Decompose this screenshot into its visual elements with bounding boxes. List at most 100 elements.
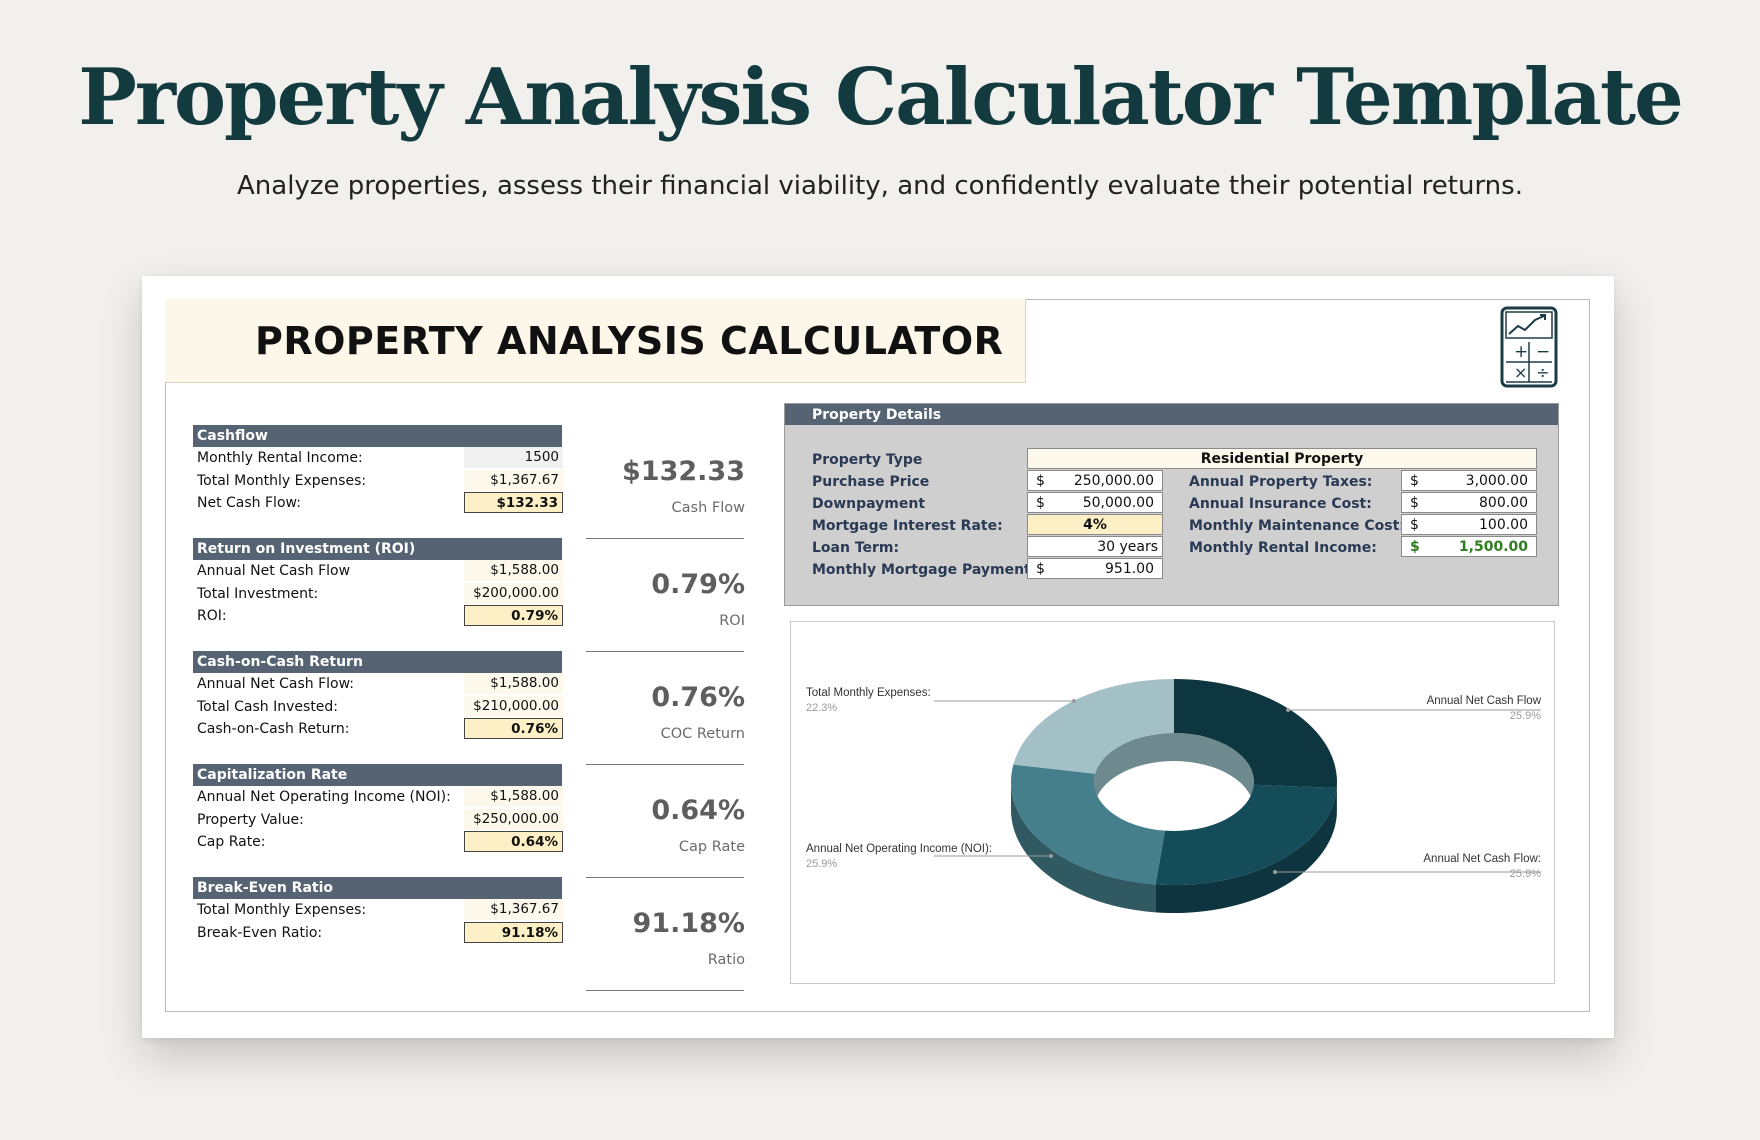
row-label: Annual Net Operating Income (NOI): (197, 789, 451, 805)
cashflow-block: Cashflow Monthly Rental Income: 1500 Tota… (193, 425, 563, 515)
svg-text:÷: ÷ (1536, 363, 1549, 382)
block-header: Cash-on-Cash Return (193, 651, 562, 673)
summary-coc: 0.76% COC Return (587, 682, 745, 742)
row-label: Annual Net Cash Flow: (197, 676, 355, 692)
row-label: Total Investment: (197, 585, 319, 602)
summary-value: $132.33 (622, 456, 745, 487)
table-row: Annual Net Operating Income (NOI): $1,588… (193, 786, 563, 809)
cell-value: 50,000.00 (1082, 495, 1154, 511)
donut-slice (1174, 679, 1337, 788)
summary-caption: Cap Rate (678, 839, 745, 855)
table-row: Total Monthly Expenses: $1,367.67 (193, 899, 563, 922)
page-title: Property Analysis Calculator Template (78, 52, 1683, 143)
maintenance-cost-field[interactable]: $100.00 (1401, 514, 1537, 535)
row-value[interactable]: $1,588.00 (464, 673, 563, 694)
block-header: Capitalization Rate (193, 764, 562, 786)
slice-label: Annual Net Operating Income (NOI): (806, 843, 992, 855)
table-row: ROI: 0.79% (193, 605, 563, 628)
property-type-label: Property Type (812, 452, 923, 468)
row-label: Monthly Rental Income: (197, 450, 363, 466)
summary-cashflow: $132.33 Cash Flow (587, 456, 745, 516)
table-row: Property Value: $250,000.00 (193, 808, 563, 832)
property-taxes-label: Annual Property Taxes: (1189, 474, 1373, 490)
downpayment-field[interactable]: $50,000.00 (1027, 492, 1163, 513)
table-row: Break-Even Ratio: 91.18% (193, 921, 563, 945)
summary-caption: Cash Flow (671, 500, 745, 516)
row-result[interactable]: 0.79% (464, 605, 563, 626)
donut-slice (1155, 784, 1337, 885)
summary-caption: Ratio (707, 952, 745, 968)
row-result[interactable]: 0.76% (464, 718, 563, 739)
property-details-header: Property Details (785, 404, 1558, 425)
slice-percent-label: 25.9% (1510, 710, 1541, 722)
currency-symbol: $ (1410, 473, 1419, 489)
loan-term-field[interactable]: 30 years (1027, 536, 1163, 557)
row-value[interactable]: $1,367.67 (464, 899, 563, 920)
interest-rate-field[interactable]: 4% (1027, 514, 1163, 535)
divider (586, 538, 744, 539)
leader-dot (1072, 699, 1076, 703)
leader-dot (1273, 870, 1277, 874)
property-type-value[interactable]: Residential Property (1027, 448, 1537, 469)
row-value[interactable]: $1,588.00 (464, 560, 563, 581)
donut-inner-wall (1094, 733, 1254, 810)
currency-symbol: $ (1410, 495, 1419, 511)
insurance-cost-label: Annual Insurance Cost: (1189, 496, 1372, 512)
purchase-price-label: Purchase Price (812, 474, 930, 490)
divider (586, 990, 744, 991)
summary-value: 0.79% (651, 569, 745, 600)
divider (586, 877, 744, 878)
donut-chart: Annual Net Cash Flow 25.9% Annual Net Cash… (790, 621, 1555, 984)
block-header: Return on Investment (ROI) (193, 538, 562, 560)
donut-slice (1011, 764, 1165, 885)
summary-value: 91.18% (632, 908, 745, 939)
block-header: Break-Even Ratio (193, 877, 562, 899)
row-result[interactable]: $132.33 (464, 492, 563, 513)
row-result[interactable]: 91.18% (464, 921, 563, 943)
donut-side-wall (1155, 787, 1337, 913)
mortgage-payment-label: Monthly Mortgage Payment: (812, 562, 1037, 578)
row-value[interactable]: $210,000.00 (464, 695, 563, 717)
svg-text:−: − (1536, 342, 1550, 362)
calculator-chart-icon: + − × ÷ (1500, 306, 1558, 388)
row-value[interactable]: $1,588.00 (464, 786, 563, 807)
row-value[interactable]: $250,000.00 (464, 808, 563, 830)
cell-value: 1,500.00 (1458, 539, 1528, 555)
cell-value: 951.00 (1105, 561, 1154, 577)
row-value[interactable]: 1500 (464, 447, 563, 468)
row-label: Annual Net Cash Flow (197, 563, 351, 579)
cell-value: 250,000.00 (1073, 473, 1154, 489)
leader-dot (1286, 708, 1290, 712)
row-label: Cash-on-Cash Return: (197, 721, 350, 737)
roi-block: Return on Investment (ROI) Annual Net Ca… (193, 538, 563, 628)
coc-block: Cash-on-Cash Return Annual Net Cash Flow… (193, 651, 563, 741)
currency-symbol: $ (1410, 517, 1419, 533)
spreadsheet-sheet: PROPERTY ANALYSIS CALCULATOR + − × ÷ Cas… (142, 276, 1614, 1038)
slice-label: Annual Net Cash Flow: (1423, 853, 1541, 865)
row-value[interactable]: $1,367.67 (464, 469, 563, 491)
cell-value: 30 years (1097, 539, 1158, 555)
table-row: Annual Net Cash Flow: $1,588.00 (193, 673, 563, 696)
summary-cap-rate: 0.64% Cap Rate (587, 795, 745, 855)
property-taxes-field[interactable]: $3,000.00 (1401, 470, 1537, 491)
insurance-cost-field[interactable]: $800.00 (1401, 492, 1537, 513)
purchase-price-field[interactable]: $250,000.00 (1027, 470, 1163, 491)
downpayment-label: Downpayment (812, 496, 926, 512)
row-result[interactable]: 0.64% (464, 831, 563, 852)
table-row: Monthly Rental Income: 1500 (193, 447, 563, 470)
cell-value: 3,000.00 (1465, 473, 1528, 489)
row-label: Property Value: (197, 811, 304, 828)
table-row: Annual Net Cash Flow $1,588.00 (193, 560, 563, 583)
table-row: Cap Rate: 0.64% (193, 831, 563, 854)
cell-value: 100.00 (1479, 517, 1528, 533)
summary-caption: COC Return (660, 726, 745, 742)
mortgage-payment-field[interactable]: $951.00 (1027, 558, 1163, 579)
row-label: Net Cash Flow: (197, 495, 301, 511)
interest-rate-label: Mortgage Interest Rate: (812, 518, 1003, 534)
summary-roi: 0.79% ROI (587, 569, 745, 629)
rental-income-field[interactable]: $1,500.00 (1401, 536, 1537, 557)
currency-symbol: $ (1036, 473, 1045, 489)
row-value[interactable]: $200,000.00 (464, 582, 563, 604)
cell-value: 800.00 (1479, 495, 1528, 511)
summary-caption: ROI (719, 613, 745, 629)
